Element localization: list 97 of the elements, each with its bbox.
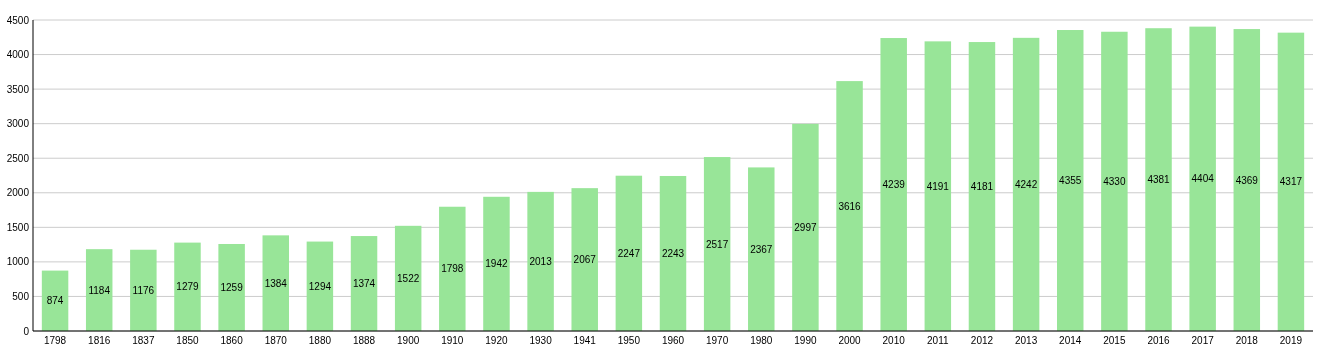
data-label: 4369 bbox=[1235, 174, 1259, 186]
bar bbox=[527, 191, 554, 331]
bar bbox=[748, 167, 775, 331]
bar bbox=[262, 235, 289, 331]
bar bbox=[924, 41, 952, 331]
x-tick-label: 1910 bbox=[441, 335, 464, 346]
data-label: 3616 bbox=[838, 200, 862, 212]
x-tick-label: 2012 bbox=[970, 335, 994, 346]
x-tick-label: 1798 bbox=[43, 335, 67, 346]
data-label: 4181 bbox=[970, 181, 994, 193]
bar bbox=[1012, 37, 1040, 331]
bar bbox=[792, 123, 819, 331]
bar bbox=[1277, 32, 1305, 331]
y-tick-label: 4500 bbox=[6, 14, 30, 26]
y-tick-label: 2000 bbox=[6, 187, 30, 199]
x-tick-label: 2011 bbox=[927, 335, 950, 346]
data-label: 1942 bbox=[485, 258, 509, 270]
x-tick-label: 2010 bbox=[882, 335, 906, 346]
x-tick-label: 1920 bbox=[485, 335, 509, 346]
data-label: 874 bbox=[46, 295, 64, 307]
x-tick-label: 1850 bbox=[176, 335, 200, 346]
x-tick-label: 1860 bbox=[220, 335, 244, 346]
bar bbox=[615, 175, 643, 331]
bar bbox=[1101, 31, 1128, 331]
x-tick-label: 1870 bbox=[264, 335, 288, 346]
bar bbox=[1189, 26, 1216, 331]
data-label: 2367 bbox=[750, 243, 773, 255]
bar bbox=[880, 38, 907, 331]
data-label: 2247 bbox=[617, 247, 641, 259]
x-tick-label: 2000 bbox=[838, 335, 862, 346]
data-label: 1384 bbox=[264, 277, 288, 289]
x-tick-label: 2019 bbox=[1279, 335, 1303, 346]
y-tick-label: 3500 bbox=[6, 83, 30, 95]
y-tick-label: 1500 bbox=[6, 221, 30, 233]
y-tick-label: 4000 bbox=[6, 49, 30, 61]
bar bbox=[130, 249, 157, 331]
x-tick-label: 1888 bbox=[352, 335, 376, 346]
bar bbox=[41, 270, 69, 331]
x-tick-label: 2018 bbox=[1235, 335, 1259, 346]
bar bbox=[483, 196, 510, 331]
x-tick-label: 1960 bbox=[661, 335, 685, 346]
bar bbox=[174, 242, 201, 331]
x-tick-label: 1837 bbox=[132, 335, 155, 346]
y-tick-label: 0 bbox=[23, 325, 30, 337]
bar bbox=[350, 236, 378, 331]
data-label: 1294 bbox=[308, 280, 332, 292]
data-label: 1184 bbox=[88, 284, 111, 296]
y-tick-label: 3000 bbox=[6, 118, 30, 130]
data-label: 1259 bbox=[220, 281, 244, 293]
x-tick-label: 1900 bbox=[397, 335, 420, 346]
x-tick-label: 1950 bbox=[617, 335, 641, 346]
bar bbox=[659, 175, 687, 331]
data-label: 4404 bbox=[1191, 173, 1215, 185]
data-label: 4191 bbox=[926, 180, 950, 192]
data-label: 1522 bbox=[397, 272, 420, 284]
data-label: 2997 bbox=[794, 221, 817, 233]
x-tick-label: 2013 bbox=[1014, 335, 1038, 346]
data-label: 4239 bbox=[882, 179, 906, 191]
x-tick-label: 2017 bbox=[1191, 335, 1215, 346]
x-tick-label: 1930 bbox=[529, 335, 553, 346]
data-label: 4242 bbox=[1014, 178, 1038, 190]
x-tick-label: 2016 bbox=[1147, 335, 1171, 346]
data-label: 2067 bbox=[573, 254, 597, 266]
bar bbox=[571, 188, 598, 331]
x-tick-label: 1990 bbox=[794, 335, 817, 346]
data-label: 1279 bbox=[176, 281, 200, 293]
data-label: 1176 bbox=[132, 284, 155, 296]
data-label: 4355 bbox=[1059, 175, 1082, 187]
bar bbox=[703, 157, 731, 331]
x-tick-label: 1980 bbox=[750, 335, 773, 346]
bar bbox=[836, 81, 863, 331]
bar bbox=[85, 249, 113, 331]
bar bbox=[1145, 28, 1172, 331]
bar bbox=[306, 241, 334, 331]
data-label: 2013 bbox=[529, 255, 553, 267]
data-label: 2517 bbox=[706, 238, 729, 250]
data-label: 1798 bbox=[441, 263, 464, 275]
data-label: 4381 bbox=[1147, 174, 1171, 186]
x-tick-label: 2015 bbox=[1103, 335, 1126, 346]
bar bbox=[439, 206, 466, 331]
x-tick-label: 1816 bbox=[88, 335, 111, 346]
data-label: 2243 bbox=[661, 247, 685, 259]
y-tick-label: 1000 bbox=[6, 256, 30, 268]
x-tick-label: 2014 bbox=[1059, 335, 1082, 346]
y-tick-label: 2500 bbox=[6, 152, 30, 164]
bar bbox=[968, 42, 996, 331]
bar bbox=[218, 243, 245, 331]
y-tick-label: 500 bbox=[12, 290, 30, 302]
bar bbox=[1233, 29, 1261, 331]
data-label: 4330 bbox=[1103, 175, 1126, 187]
x-tick-label: 1941 bbox=[573, 335, 597, 346]
x-tick-label: 1970 bbox=[706, 335, 729, 346]
data-label: 4317 bbox=[1279, 176, 1303, 188]
x-tick-label: 1880 bbox=[308, 335, 332, 346]
bar bbox=[394, 225, 422, 331]
data-label: 1374 bbox=[352, 278, 376, 290]
bar bbox=[1057, 30, 1084, 331]
